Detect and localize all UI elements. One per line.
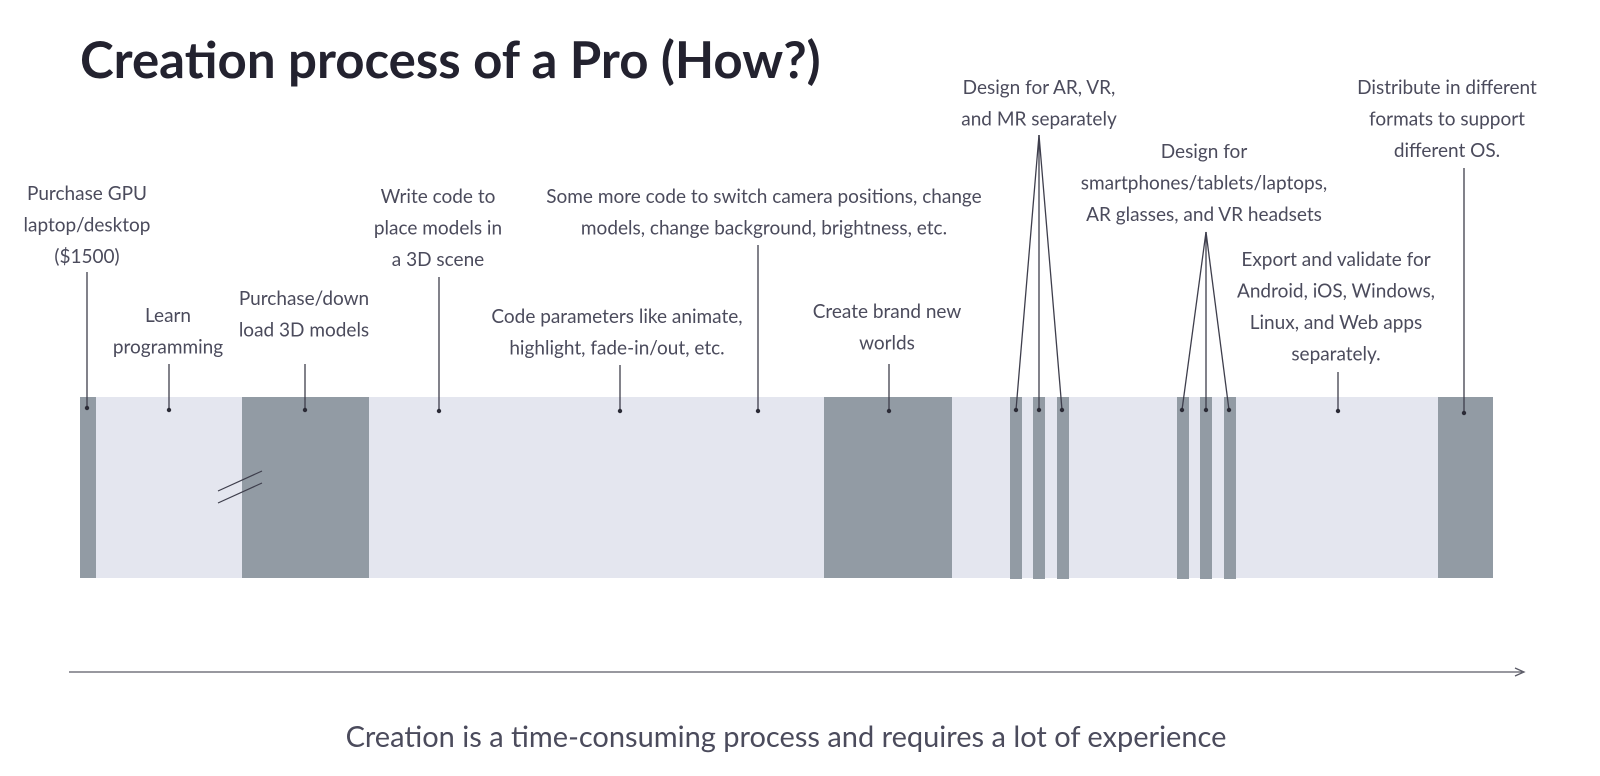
leader-dot <box>166 407 172 413</box>
block <box>1177 397 1189 579</box>
annotation-line: programming <box>113 336 223 359</box>
break-mark <box>217 470 263 504</box>
annotation-line: highlight, fade-in/out, etc. <box>509 337 724 360</box>
block <box>242 397 369 578</box>
leader-dot <box>1226 407 1232 413</box>
leader-line <box>1181 231 1207 411</box>
break-line <box>217 482 263 504</box>
leader-dot <box>755 408 761 414</box>
annotation-line: Write code to <box>381 185 496 208</box>
annotation: Code parameters like animate, highlight, … <box>491 305 742 360</box>
annotation-line: Create brand new <box>813 300 962 323</box>
annotation-line: Export and validate for <box>1241 248 1430 271</box>
annotation-line: Code parameters like animate, <box>491 305 742 328</box>
leader-dot <box>436 408 442 414</box>
annotation: Export and validate for Android, iOS, Win… <box>1237 248 1435 366</box>
block <box>1438 397 1493 578</box>
leader-dot <box>617 408 623 414</box>
leader-dot <box>1203 407 1209 413</box>
leader-line <box>1015 134 1040 411</box>
annotation-line: models, change background, brightness, e… <box>581 217 947 240</box>
annotation-line: formats to support <box>1369 108 1525 131</box>
annotation: Purchase/down load 3D models <box>239 287 369 342</box>
leader-dot <box>886 408 892 414</box>
leader-dot <box>302 407 308 413</box>
annotation-line: laptop/desktop <box>24 214 151 237</box>
annotation-line: Distribute in different <box>1357 76 1537 99</box>
activity-blocks <box>80 397 1493 579</box>
leader-dot <box>1461 410 1467 416</box>
break-line <box>217 470 263 492</box>
block <box>80 397 96 578</box>
annotation: Write code to place models in a 3D scene <box>374 185 502 271</box>
annotation: Create brand new worlds <box>813 300 962 355</box>
leader-dot <box>1059 407 1065 413</box>
annotation-line: worlds <box>859 332 915 355</box>
annotation-line: Android, iOS, Windows, <box>1237 280 1435 303</box>
annotation: Design for AR, VR, and MR separately <box>961 76 1117 131</box>
block <box>824 397 952 578</box>
time-axis-arrow <box>1514 667 1526 677</box>
leader-dot <box>84 405 90 411</box>
footer-caption: Creation is a time-consuming process and… <box>346 719 1227 754</box>
annotation-line: Purchase GPU <box>27 182 147 205</box>
block <box>1010 397 1022 579</box>
annotation: Design for smartphones/tablets/laptops, AR… <box>1081 140 1327 226</box>
annotation: Some more code to switch camera position… <box>546 185 981 240</box>
block <box>1057 397 1069 579</box>
annotation: Distribute in different formats to suppor… <box>1357 76 1537 162</box>
annotations: Purchase GPU laptop/desktop ($1500) Learn pr… <box>24 76 1537 366</box>
annotation-line: and MR separately <box>961 108 1117 131</box>
annotation-line: different OS. <box>1394 139 1500 162</box>
annotation-line: place models in <box>374 217 502 240</box>
leader-dot <box>1013 407 1019 413</box>
block <box>1200 397 1212 579</box>
annotation-line: Design for <box>1161 140 1248 163</box>
leader-dot <box>1335 408 1341 414</box>
annotation-line: Some more code to switch camera position… <box>546 185 981 208</box>
leader-dot <box>1036 407 1042 413</box>
leader-line <box>1205 231 1230 411</box>
annotation-line: Purchase/down <box>239 287 369 310</box>
slide-title: Creation process of a Pro (How?) <box>80 28 821 89</box>
annotation-line: Learn <box>145 304 191 327</box>
block <box>1224 397 1236 579</box>
leader-line <box>1038 134 1063 411</box>
annotation: Purchase GPU laptop/desktop ($1500) <box>24 182 151 268</box>
annotation-line: ($1500) <box>54 245 119 268</box>
annotation-line: load 3D models <box>239 319 369 342</box>
annotation-line: Linux, and Web apps <box>1250 311 1423 334</box>
annotation-line: smartphones/tablets/laptops, <box>1081 172 1327 195</box>
annotation-line: AR glasses, and VR headsets <box>1086 203 1322 226</box>
annotation-line: a 3D scene <box>392 248 484 271</box>
leader-lines <box>84 134 1467 416</box>
annotation: Learn programming <box>113 304 223 359</box>
annotation-line: Design for AR, VR, <box>963 76 1116 99</box>
leader-dot <box>1179 407 1185 413</box>
block <box>1033 397 1045 579</box>
annotation-line: separately. <box>1291 343 1380 366</box>
